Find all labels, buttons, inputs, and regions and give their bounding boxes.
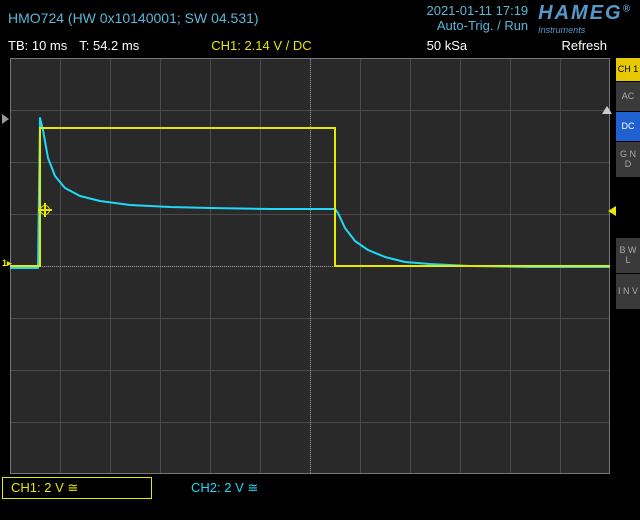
sample-rate-label: 50 kSa xyxy=(427,38,467,53)
header-left: HMO724 (HW 0x10140001; SW 04.531) xyxy=(8,10,426,26)
grid-center-horizontal xyxy=(11,266,609,267)
brand-name: HAMEG xyxy=(538,2,622,24)
info-bar: TB: 10 ms T: 54.2 ms CH1: 2.14 V / DC 50… xyxy=(0,36,640,54)
ch1-level-label: CH1: 2.14 V / DC xyxy=(211,38,311,53)
device-model: HMO724 (HW 0x10140001; SW 04.531) xyxy=(8,10,426,26)
time-offset-label: T: 54.2 ms xyxy=(79,38,139,53)
rail-gnd-button[interactable]: G N D xyxy=(616,142,640,178)
ch1-ground-marker: 1▸ xyxy=(2,258,12,269)
datetime: 2021-01-11 17:19 xyxy=(426,3,528,18)
header-center: 2021-01-11 17:19 Auto-Trig. / Run xyxy=(426,3,528,33)
brand-logo: HAMEG® Instruments xyxy=(538,2,632,35)
rail-ch1-label: CH 1 xyxy=(618,65,639,75)
trigger-mode: Auto-Trig. / Run xyxy=(426,18,528,33)
header-bar: HMO724 (HW 0x10140001; SW 04.531) 2021-0… xyxy=(0,0,640,36)
right-rail: CH 1 AC DC G N D B W L I N V xyxy=(616,58,640,310)
trigger-level-arrow-icon xyxy=(608,206,616,216)
rail-ch1-button[interactable]: CH 1 xyxy=(616,58,640,82)
brand-sub: Instruments xyxy=(538,25,632,35)
rail-bwl-button[interactable]: B W L xyxy=(616,238,640,274)
timebase-label: TB: 10 ms xyxy=(8,38,67,53)
ch2-scale-label[interactable]: CH2: 2 V ≅ xyxy=(182,477,267,499)
rail-dc-button[interactable]: DC xyxy=(616,112,640,142)
oscilloscope-grid[interactable] xyxy=(10,58,610,474)
channel-labels: CH1: 2 V ≅ CH2: 2 V ≅ xyxy=(0,477,267,499)
trigger-cursor-ring-icon xyxy=(40,205,50,215)
up-arrow-icon xyxy=(602,106,612,114)
ref-marker-icon xyxy=(2,114,9,124)
refresh-label[interactable]: Refresh xyxy=(561,38,607,53)
rail-inv-button[interactable]: I N V xyxy=(616,274,640,310)
rail-ac-button[interactable]: AC xyxy=(616,82,640,112)
rail-spacer xyxy=(616,178,640,238)
scope-area: 1▸ CH 1 AC DC G N D B W L I N V CH1: 2 V… xyxy=(0,54,640,499)
ch1-scale-label[interactable]: CH1: 2 V ≅ xyxy=(2,477,152,499)
